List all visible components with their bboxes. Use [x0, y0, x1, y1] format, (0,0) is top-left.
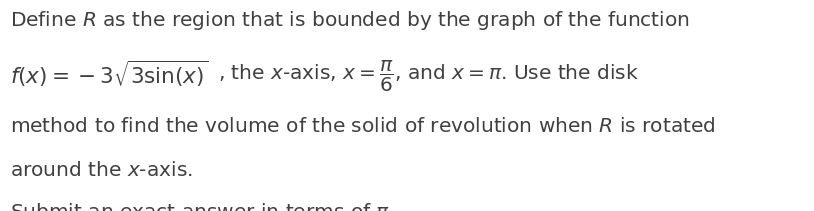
- Text: $f(x) = -3\sqrt{3\sin(x)}$: $f(x) = -3\sqrt{3\sin(x)}$: [10, 59, 208, 89]
- Text: method to find the volume of the solid of revolution when $\mathit{R}$ is rotate: method to find the volume of the solid o…: [10, 117, 716, 136]
- Text: , the $x$-axis, $x = \dfrac{\pi}{6}$, and $x = \pi$. Use the disk: , the $x$-axis, $x = \dfrac{\pi}{6}$, an…: [218, 59, 639, 94]
- Text: Define $\mathit{R}$ as the region that is bounded by the graph of the function: Define $\mathit{R}$ as the region that i…: [10, 9, 689, 32]
- Text: around the $x$-axis.: around the $x$-axis.: [10, 161, 193, 180]
- Text: Submit an exact answer in terms of $\pi$.: Submit an exact answer in terms of $\pi$…: [10, 203, 394, 211]
